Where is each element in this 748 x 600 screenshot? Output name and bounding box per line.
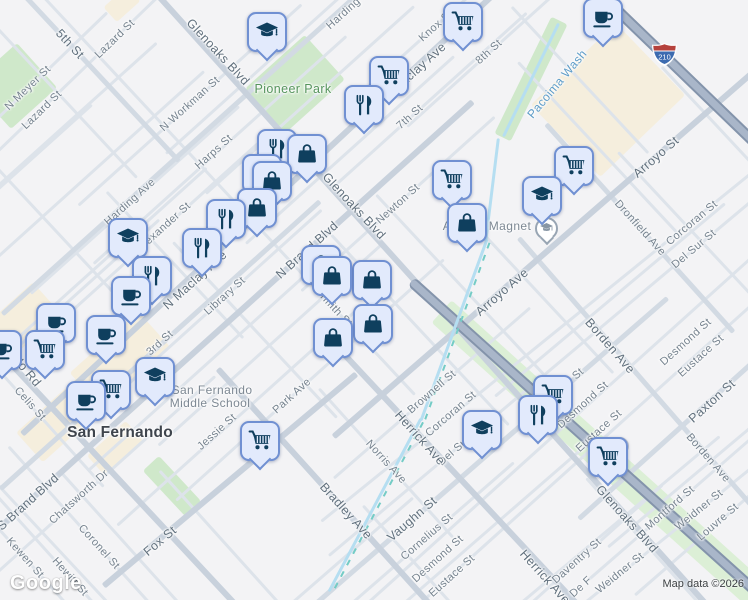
bag-icon (244, 195, 270, 221)
coffee-marker[interactable] (583, 0, 623, 38)
coffee-icon (118, 283, 144, 309)
coffee-icon (590, 5, 616, 31)
bag-icon (319, 263, 345, 289)
cart-icon (32, 337, 58, 363)
coffee-marker[interactable] (66, 381, 106, 421)
coffee-icon (73, 388, 99, 414)
street-label: Daventry St (549, 535, 605, 587)
bag-marker[interactable] (313, 318, 353, 358)
graduation-cap-marker[interactable] (108, 218, 148, 258)
restaurant-marker[interactable] (206, 199, 246, 239)
coffee-marker[interactable] (86, 315, 126, 355)
restaurant-icon (525, 402, 551, 428)
street-label: Dronfield Ave (611, 197, 669, 259)
svg-text:210: 210 (658, 53, 671, 62)
bag-marker[interactable] (287, 134, 327, 174)
restaurant-icon (351, 92, 377, 118)
cart-marker[interactable] (240, 421, 280, 461)
bag-icon (294, 141, 320, 167)
cart-marker[interactable] (588, 437, 628, 477)
graduation-cap-marker[interactable] (247, 12, 287, 52)
interstate-210-shield: 210 (651, 42, 678, 72)
cart-icon (450, 9, 476, 35)
coffee-icon (0, 337, 15, 363)
restaurant-marker[interactable] (518, 395, 558, 435)
graduation-cap-icon (142, 364, 168, 390)
bag-icon (454, 210, 480, 236)
graduation-cap-marker[interactable] (135, 357, 175, 397)
street-label: Lazard St (92, 17, 138, 61)
graduation-cap-icon (529, 183, 555, 209)
poi-label: Middle School (169, 396, 251, 410)
cart-icon (439, 167, 465, 193)
bag-icon (320, 325, 346, 351)
graduation-cap-marker[interactable] (462, 410, 502, 450)
cart-icon (247, 428, 273, 454)
cart-marker[interactable] (432, 160, 472, 200)
city-label: San Fernando (67, 424, 173, 441)
coffee-icon (93, 322, 119, 348)
bag-marker[interactable] (447, 203, 487, 243)
graduation-cap-icon (254, 19, 280, 45)
cart-icon (595, 444, 621, 470)
restaurant-marker[interactable] (182, 228, 222, 268)
restaurant-marker[interactable] (344, 85, 384, 125)
cart-icon (376, 63, 402, 89)
bag-icon (360, 311, 386, 337)
graduation-cap-marker[interactable] (522, 176, 562, 216)
street-label: Celis St (11, 384, 49, 424)
cart-marker[interactable] (25, 330, 65, 370)
bag-icon (359, 267, 385, 293)
google-logo[interactable]: Google (10, 572, 82, 594)
map-attribution: Map data ©2026 (662, 578, 745, 590)
poi-label: Magnet (488, 219, 532, 233)
park-label: Pioneer Park (254, 82, 332, 96)
cart-icon (561, 153, 587, 179)
bag-marker[interactable] (352, 260, 392, 300)
cart-marker[interactable] (443, 2, 483, 42)
graduation-cap-icon (469, 417, 495, 443)
coffee-marker[interactable] (0, 330, 22, 370)
bag-marker[interactable] (312, 256, 352, 296)
street-label: Arroyo Ave (472, 265, 532, 319)
bag-marker[interactable] (353, 304, 393, 344)
street-label: Paxton St (685, 376, 739, 426)
graduation-cap-icon (115, 225, 141, 251)
coffee-marker[interactable] (111, 276, 151, 316)
street-label: 8th St (473, 37, 505, 67)
restaurant-icon (189, 235, 215, 261)
poi-label: San Fernando (171, 383, 253, 397)
